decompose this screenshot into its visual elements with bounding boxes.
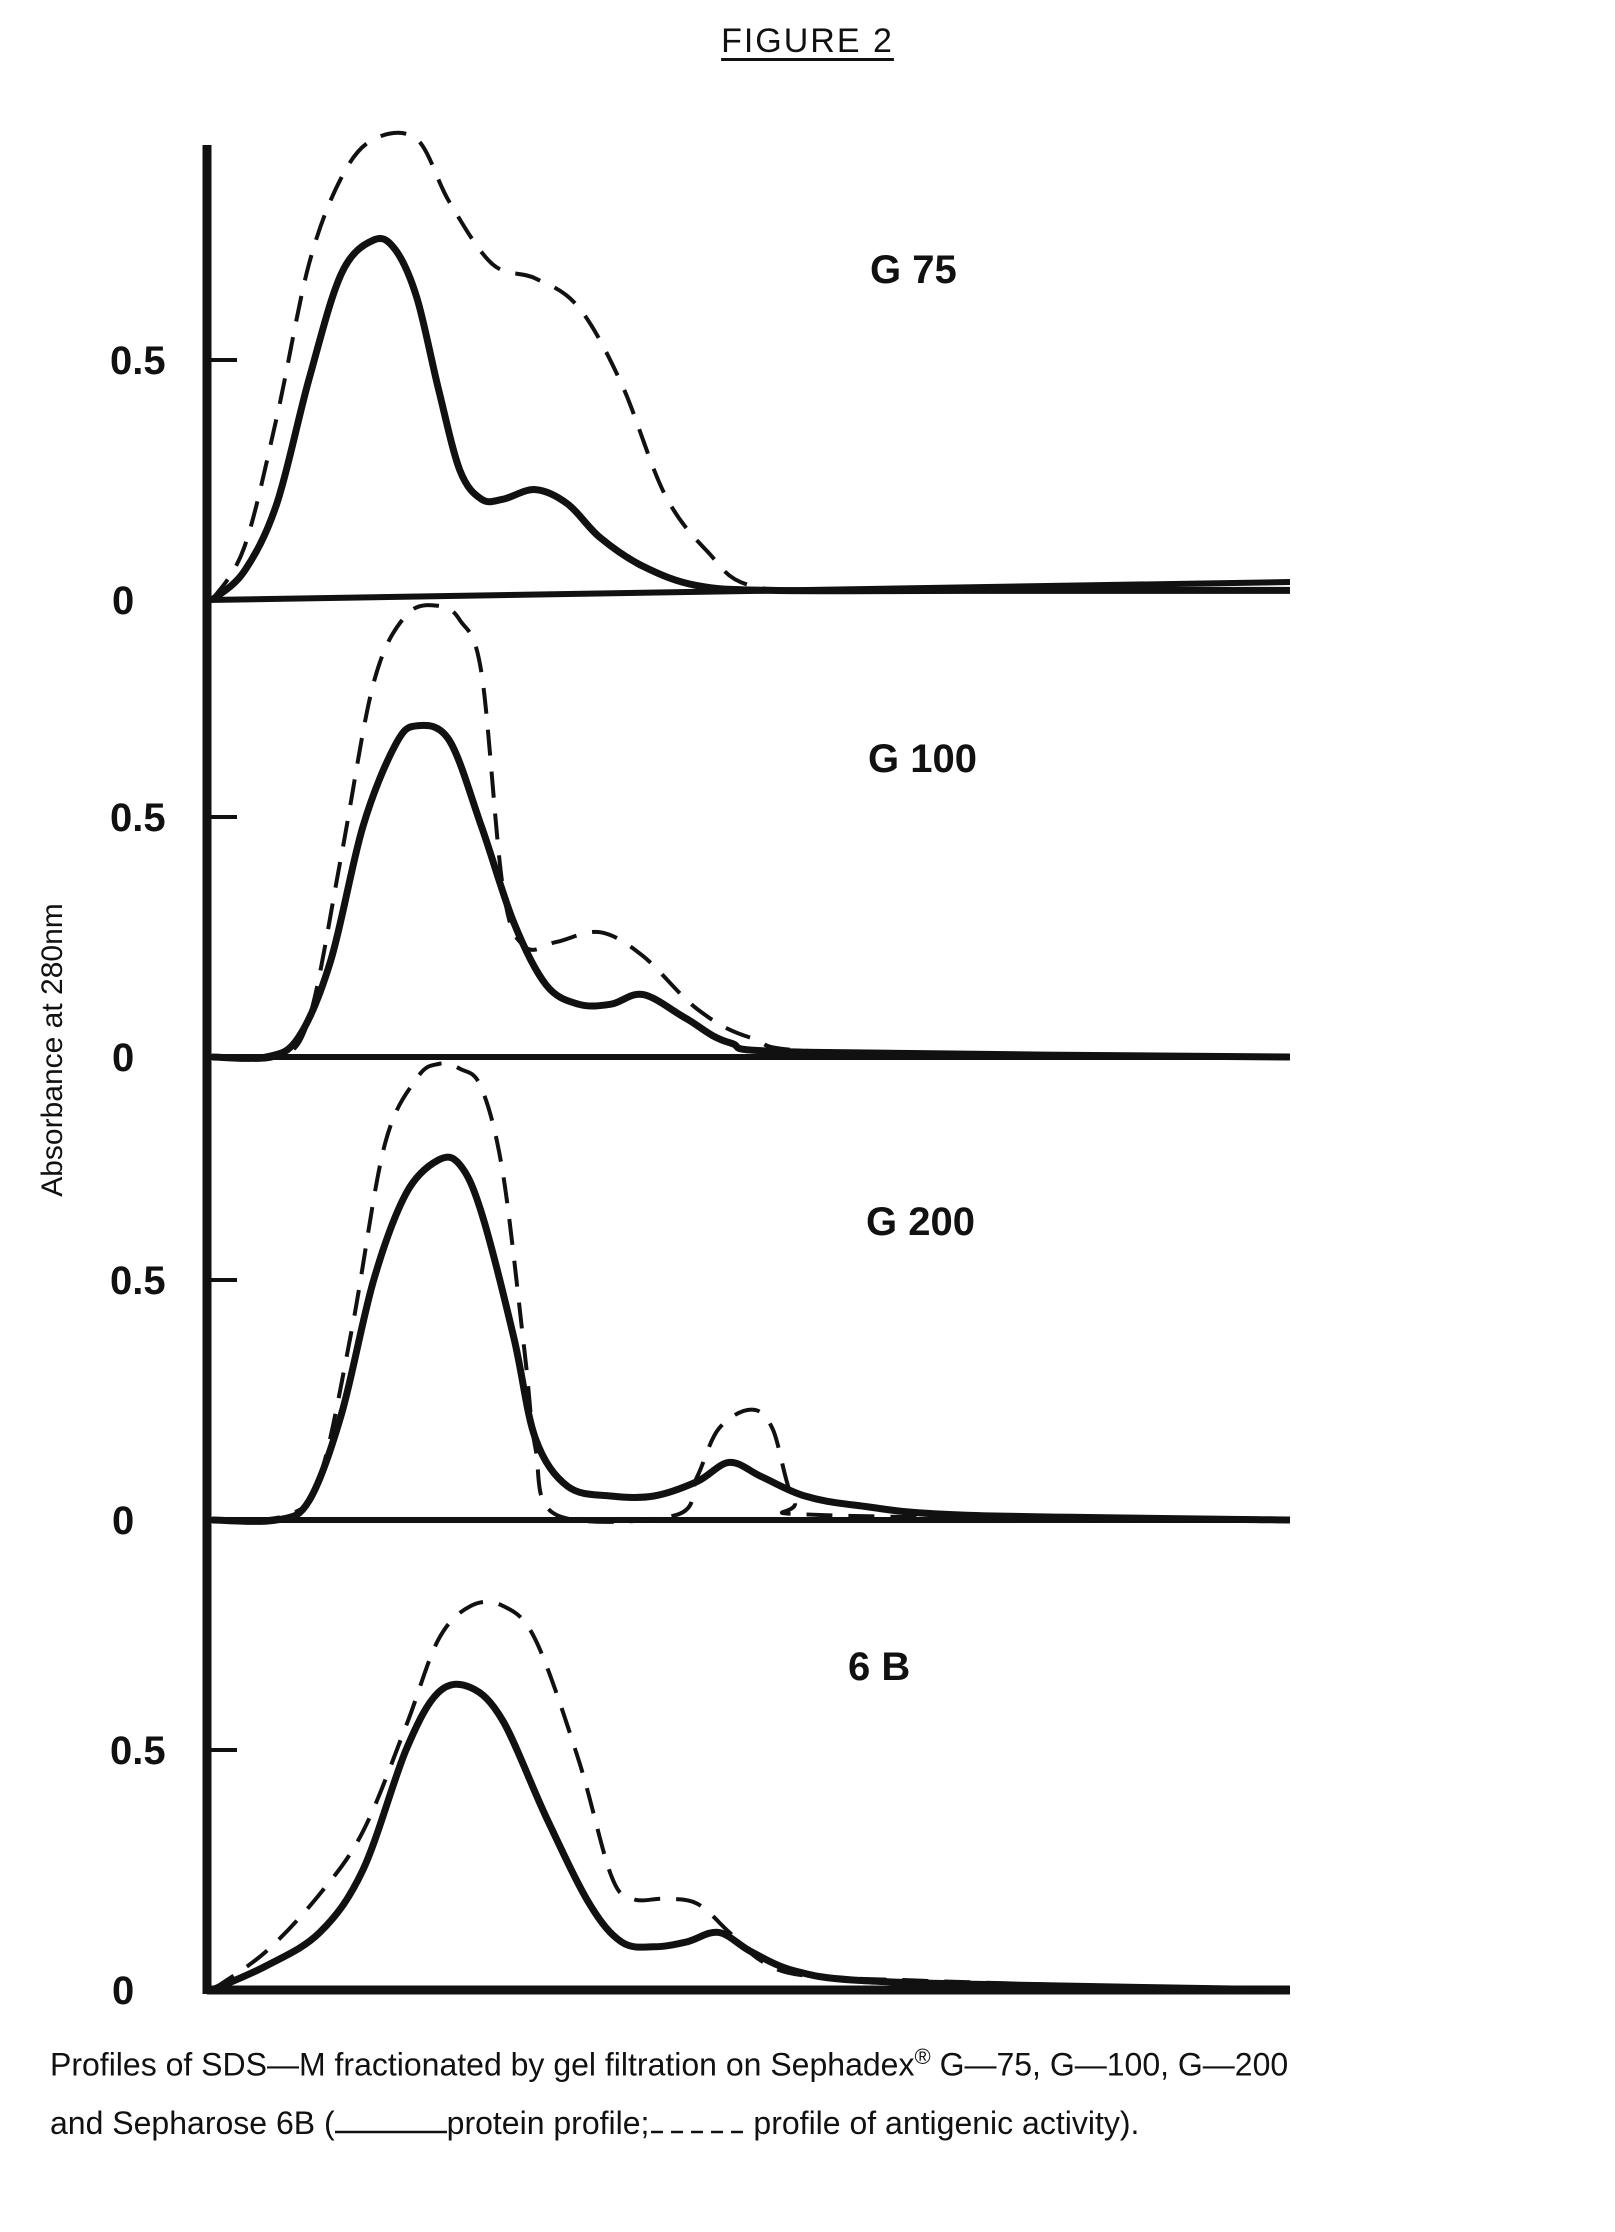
- y-tick-label: 0: [112, 579, 134, 623]
- caption-text-2: G—75, G—100, G—200: [930, 2046, 1289, 2083]
- series-dashed-2: [211, 603, 1291, 1062]
- registered-mark: ®: [914, 2044, 931, 2069]
- y-tick-label: 0: [112, 1499, 134, 1543]
- figure-title: FIGURE 2: [721, 22, 894, 60]
- solid-line-legend-icon: [334, 2130, 447, 2133]
- series-solid-4: [210, 1680, 1291, 1994]
- panel-label-2: G 100: [868, 737, 977, 781]
- caption-text-3: and Sepharose 6B (: [50, 2104, 335, 2141]
- series-dashed-1: [210, 130, 1291, 602]
- y-tick-label: 0.5: [110, 339, 166, 383]
- series-solid-2: [211, 721, 1291, 1062]
- panel-label-3: G 200: [866, 1200, 975, 1244]
- caption-line-1: Profiles of SDS—M fractionated by gel fi…: [50, 2028, 1590, 2094]
- series-solid-3: [211, 1153, 1291, 1525]
- y-tick-label: 0: [112, 1969, 134, 2013]
- y-tick-label: 0.5: [110, 1259, 166, 1303]
- figure-caption: Profiles of SDS—M fractionated by gel fi…: [50, 2028, 1590, 2152]
- caption-text-1: Profiles of SDS—M fractionated by gel fi…: [50, 2046, 915, 2083]
- legend-solid-label: protein profile;: [446, 2104, 650, 2141]
- panel-label-4: 6 B: [848, 1645, 910, 1689]
- legend-dashed-label: profile of antigenic activity).: [753, 2104, 1140, 2141]
- y-axis-label: Absorbance at 280nm: [36, 903, 69, 1197]
- y-tick-label: 0.5: [110, 1729, 166, 1773]
- series-dashed-4: [210, 1599, 1291, 1992]
- panel-label-1: G 75: [870, 248, 957, 292]
- caption-line-2: and Sepharose 6B ( protein profile; profil…: [50, 2094, 1590, 2152]
- y-tick-label: 0: [112, 1036, 134, 1080]
- y-tick-label: 0.5: [110, 796, 166, 840]
- series-solid-1: [209, 234, 1290, 603]
- dashed-line-legend-icon: [651, 2130, 744, 2133]
- series-dashed-3: [211, 1061, 1291, 1524]
